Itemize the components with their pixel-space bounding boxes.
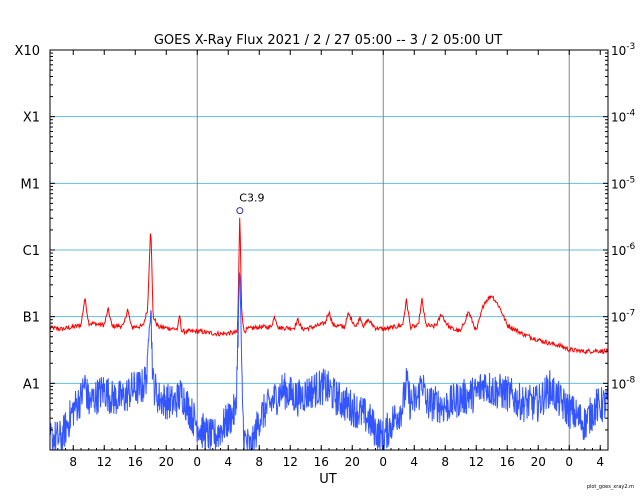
y-left-label: X10 [15, 44, 40, 59]
x-tick-label: 0 [193, 455, 201, 469]
flare-annotation: C3.9 [236, 192, 264, 215]
chart-title: GOES X-Ray Flux 2021 / 2 / 27 05:00 -- 3… [154, 33, 502, 48]
y-right-label: 10-8 [611, 375, 636, 391]
y-right-label: 10-4 [611, 109, 636, 125]
x-tick-label: 20 [531, 455, 546, 469]
footer-credit: plot_goes_xray2.m [587, 484, 634, 490]
x-tick-label: 4 [410, 455, 418, 469]
x-tick-label: 8 [255, 455, 263, 469]
y-left-label: M1 [21, 177, 41, 192]
y-right-label: 10-6 [611, 242, 636, 258]
x-tick-label: 8 [69, 455, 77, 469]
x-tick-label: 16 [314, 455, 329, 469]
x-tick-label: 20 [159, 455, 174, 469]
x-tick-label: 0 [379, 455, 387, 469]
y-left-label: C1 [23, 244, 40, 259]
x-tick-label: 12 [283, 455, 298, 469]
x-tick-label: 0 [565, 455, 573, 469]
x-tick-label: 12 [469, 455, 484, 469]
peak-label: C3.9 [239, 192, 264, 205]
y-right-label: 10-7 [611, 309, 635, 325]
data-series [49, 217, 609, 451]
x-tick-label: 16 [500, 455, 515, 469]
y-left-label: X1 [23, 111, 40, 126]
x-tick-label: 12 [97, 455, 112, 469]
axis-ticks: 8 12 16 20 0 4 8 12 16 20 0 4 8 12 16 20 0 4 X10 X1 M1 C1 B1 A1… [15, 42, 636, 469]
x-axis-label: UT [319, 472, 337, 487]
y-right-label: 10-5 [611, 175, 635, 191]
series-short-line [49, 272, 609, 451]
x-tick-label: 4 [596, 455, 604, 469]
y-left-label: B1 [23, 311, 40, 326]
x-tick-label: 20 [345, 455, 360, 469]
peak-marker [236, 207, 244, 215]
day-divider-lines [196, 50, 570, 450]
x-tick-label: 16 [128, 455, 143, 469]
x-tick-label: 4 [224, 455, 232, 469]
x-tick-label: 8 [441, 455, 449, 469]
y-right-label: 10-3 [611, 42, 635, 58]
y-left-label: A1 [23, 377, 40, 392]
series-long-line [49, 217, 609, 355]
grid-lines [50, 116, 608, 384]
